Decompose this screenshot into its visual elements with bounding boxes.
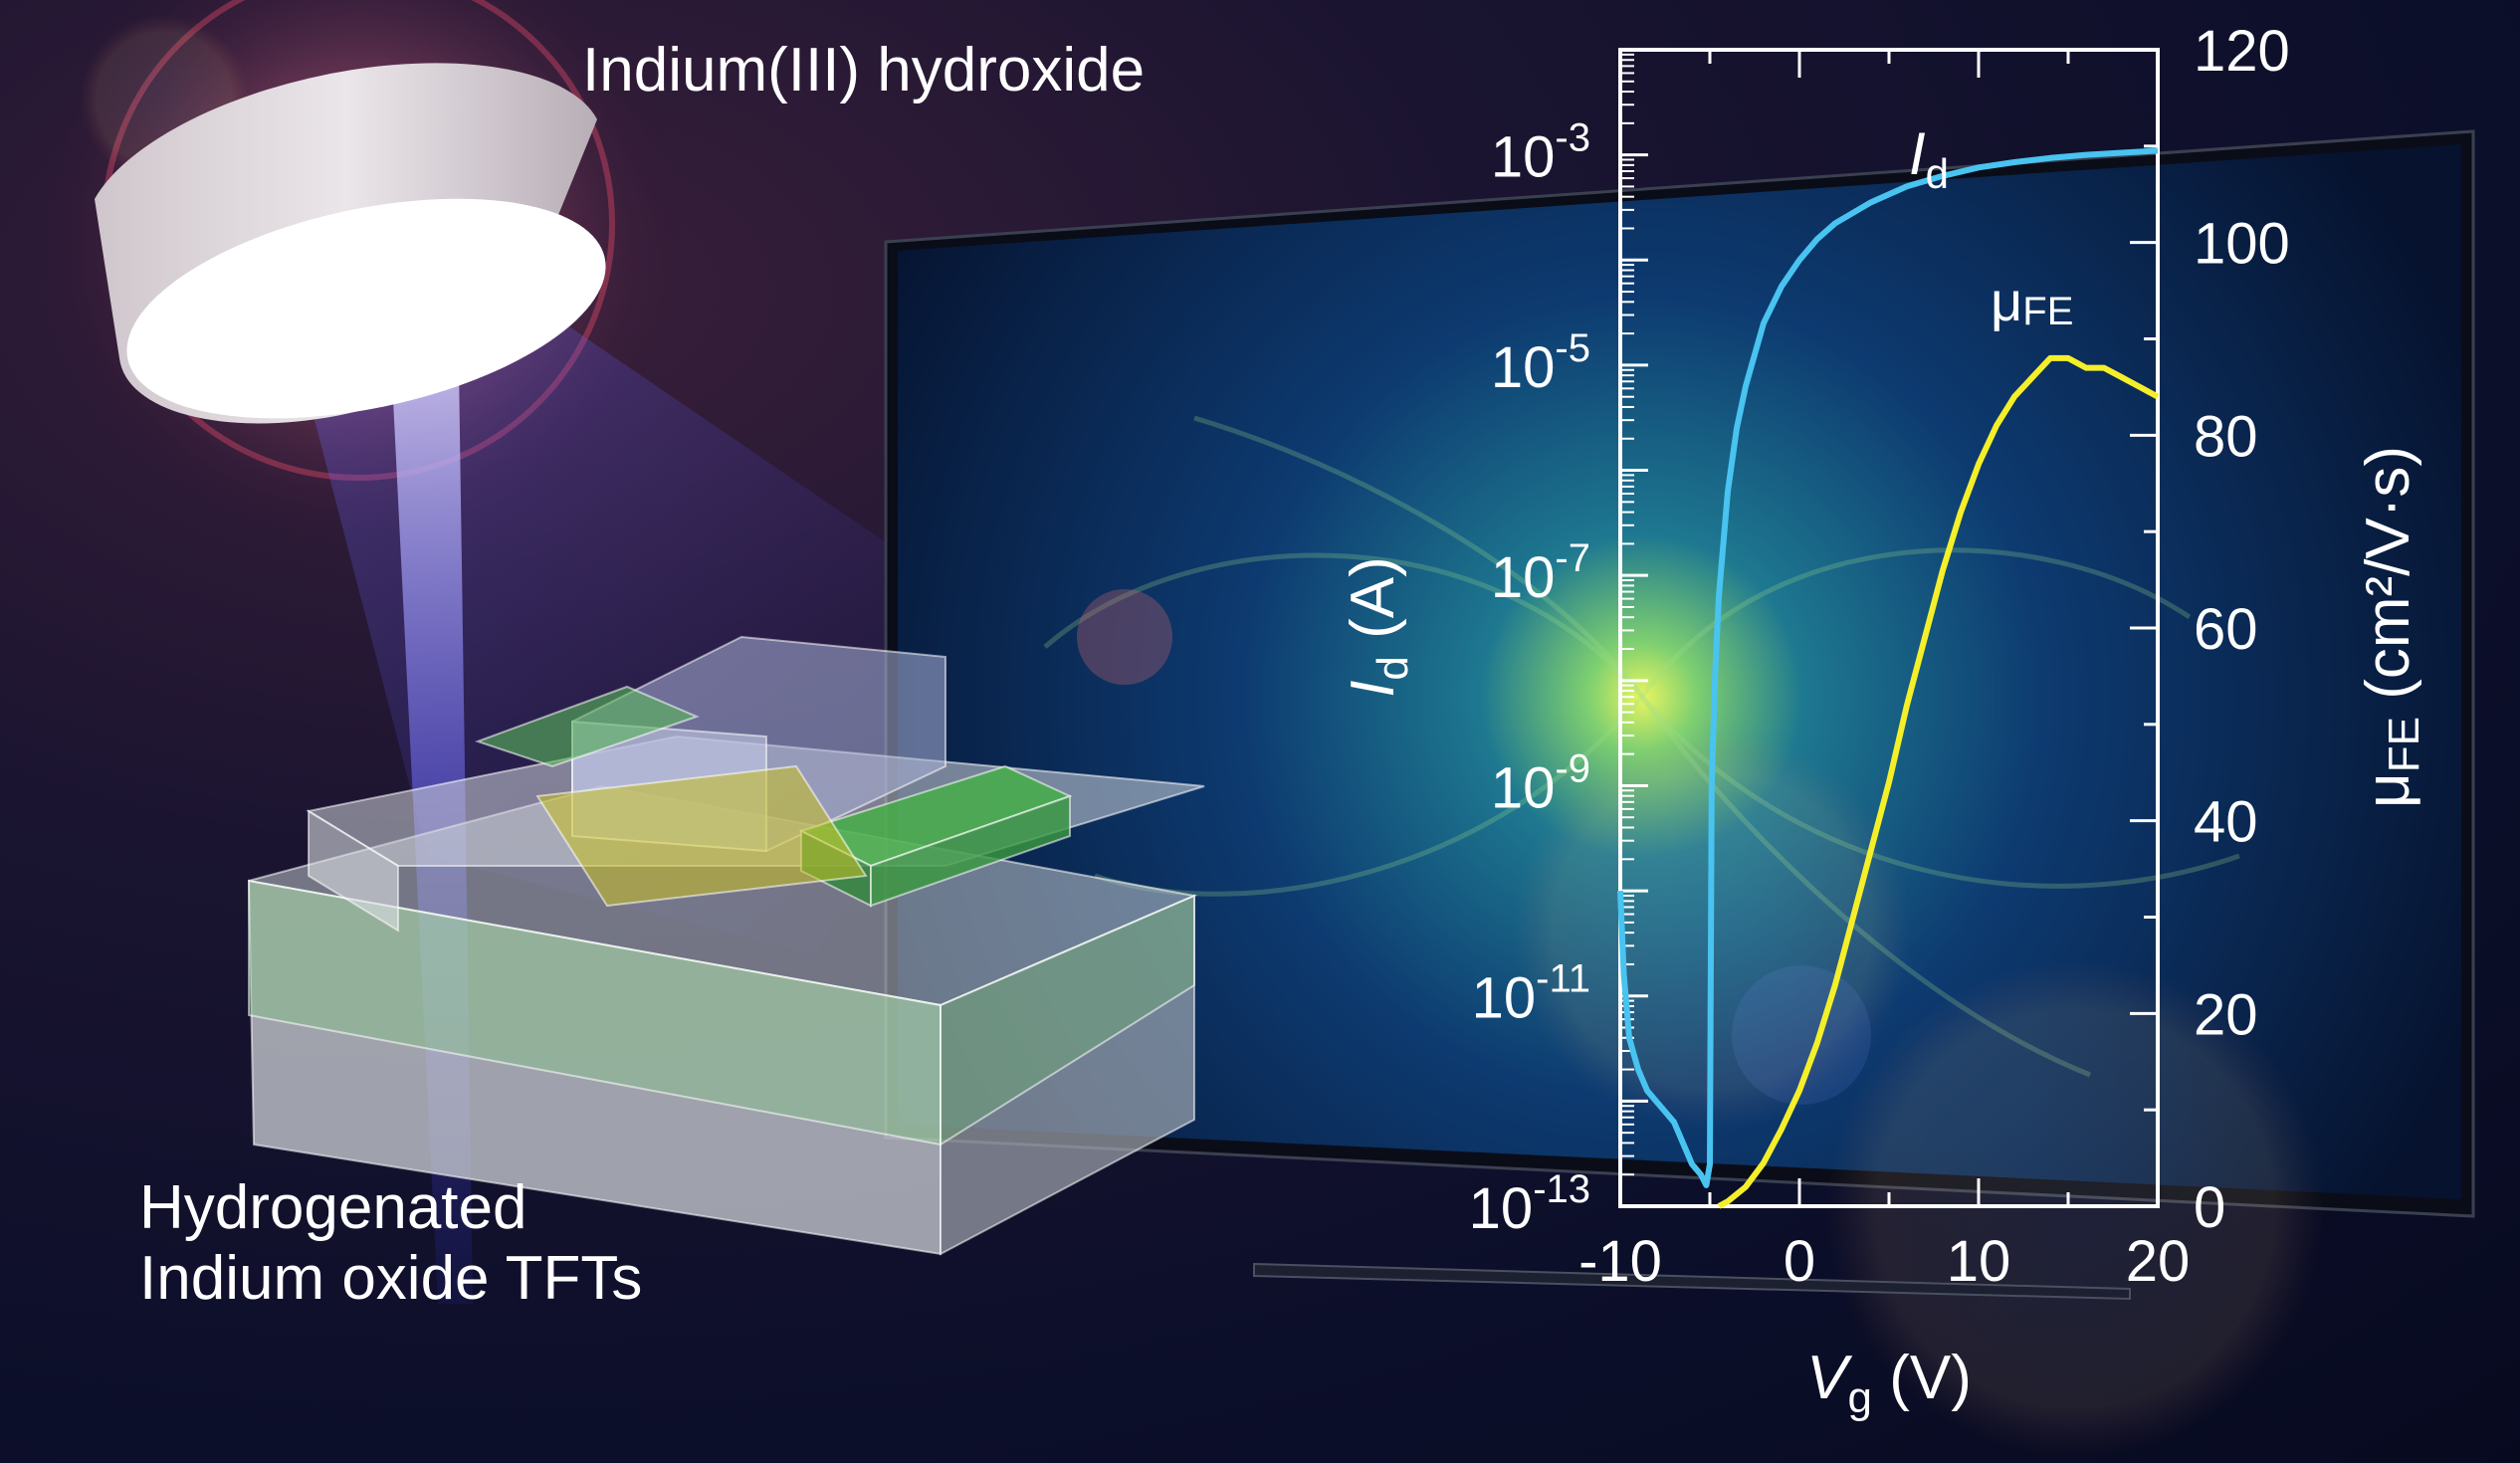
x-axis-title: Vg (V) [1806, 1344, 1972, 1422]
left-tick-label: 10-7 [1491, 536, 1590, 610]
x-tick-label: 0 [1784, 1229, 1815, 1294]
left-axis-minor-ticks [1620, 53, 1634, 1176]
device-caption-line-2: Indium oxide TFTs [139, 1244, 643, 1314]
right-tick-label: 60 [2194, 597, 2258, 662]
tv-monitor [884, 129, 2475, 1458]
lamp [95, 63, 606, 424]
right-tick-label: 100 [2194, 212, 2290, 277]
y-axis-left-title: Id (A) [1339, 556, 1417, 698]
x-tick-label: -10 [1578, 1229, 1662, 1294]
left-tick-label: 10-9 [1491, 746, 1590, 820]
x-axis-ticks [1618, 50, 2160, 1206]
left-tick-label: 10-3 [1491, 116, 1590, 190]
x-tick-label: 20 [2126, 1229, 2191, 1294]
source-material-label: Indium(III) hydroxide [582, 36, 1146, 104]
device-caption: Hydrogenated Indium oxide TFTs [139, 1172, 642, 1315]
left-tick-label: 10-11 [1472, 957, 1590, 1031]
right-axis-ticks [2130, 48, 2158, 1208]
right-tick-label: 0 [2194, 1175, 2225, 1240]
series-label-id: Id [1909, 120, 1949, 197]
x-tick-label: 10 [1947, 1229, 2011, 1294]
right-tick-label: 80 [2194, 404, 2258, 469]
left-axis-tick-labels: 10-3 10-5 10-7 10-9 10-11 10-13 [1469, 116, 1590, 1241]
left-tick-label: 10-13 [1469, 1167, 1590, 1241]
right-axis-tick-labels: 0 20 40 60 80 100 120 [2194, 19, 2290, 1240]
x-axis-tick-labels: -10 0 10 20 [1578, 1229, 2190, 1294]
left-tick-label: 10-5 [1491, 326, 1590, 400]
tft-device [247, 635, 1205, 1256]
device-caption-line-1: Hydrogenated [139, 1173, 527, 1242]
series-mu-line [1717, 354, 2160, 1209]
right-tick-label: 120 [2194, 19, 2290, 84]
data-series [1617, 147, 2160, 1209]
series-id-line [1617, 147, 2159, 1188]
y-axis-right-title: μFE (cm²/V·s) [2354, 446, 2428, 808]
right-tick-label: 20 [2194, 982, 2258, 1047]
series-label-mu: μFE [1991, 270, 2073, 333]
right-tick-label: 40 [2194, 790, 2258, 855]
